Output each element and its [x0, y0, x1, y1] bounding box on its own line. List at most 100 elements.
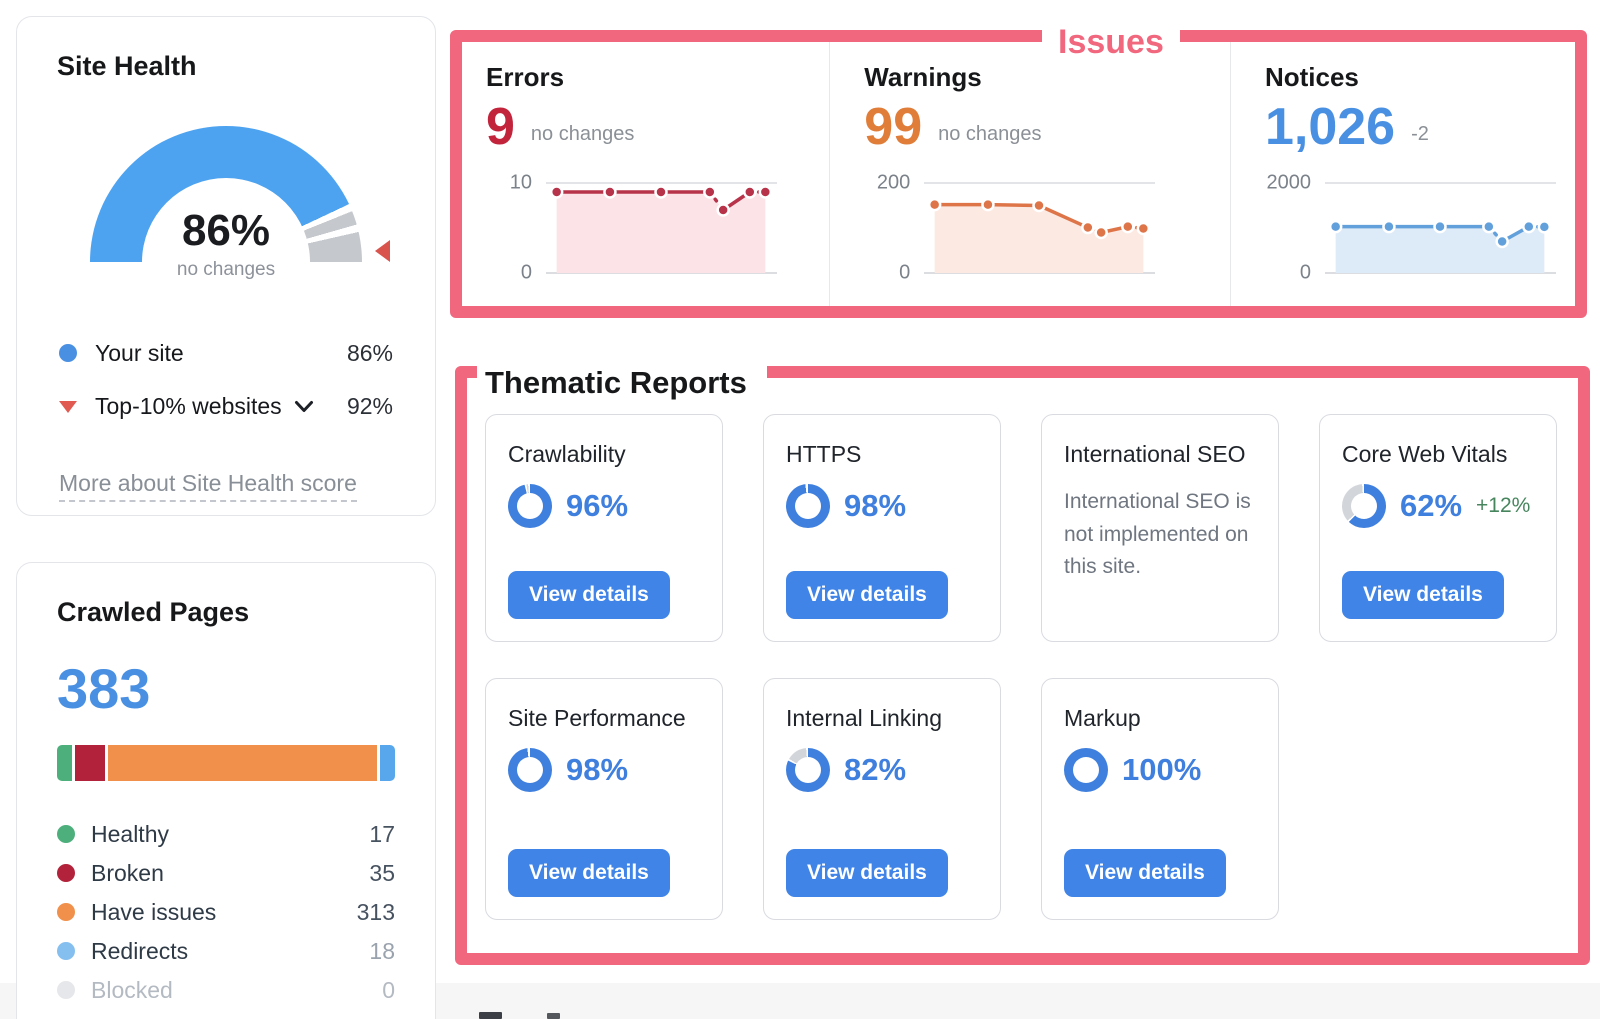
thematic-card-title: International SEO [1064, 441, 1246, 467]
thematic-reports-label: Thematic Reports [477, 364, 767, 402]
trend-chart-block: 200 0 [864, 171, 1230, 284]
legend-dot-icon [57, 942, 75, 960]
site-health-card: Site Health 86% no changes Your site 86% T… [16, 16, 436, 516]
thematic-metric: 82% [786, 748, 978, 793]
thematic-percent: 98% [566, 752, 629, 788]
legend-label: Your site [95, 339, 184, 366]
crawled-pages-legend-row: Blocked 0 [57, 977, 395, 1003]
crawled-pages-legend-row: Have issues 313 [57, 899, 395, 925]
legend-dot-icon [57, 981, 75, 999]
issue-type-title: Errors [486, 62, 565, 92]
thematic-reports-section: Thematic Reports Crawlability 96% View det… [455, 364, 1590, 965]
site-health-score: 86% [181, 206, 271, 255]
site-health-legend: Your site 86% Top-10% websites 92% [59, 338, 393, 421]
bar-segment-have-issues [107, 745, 377, 781]
y-axis-labels: 200 0 [876, 171, 911, 284]
red-triangle-down-icon [59, 391, 85, 422]
thematic-card-title: Markup [1064, 705, 1141, 731]
chevron-down-icon[interactable] [294, 400, 314, 413]
thematic-percent: 100% [1122, 752, 1202, 788]
legend-label: Broken [91, 859, 164, 886]
issues-column-notices: Notices 1,026 -2 2000 0 [1229, 42, 1575, 306]
notices-trend-chart [1324, 182, 1556, 274]
legend-value: 35 [369, 859, 395, 886]
cutoff-next-heading-fragment [547, 1013, 560, 1019]
thematic-card-title: Site Performance [508, 705, 686, 731]
site-health-gauge-chart: 86% no changes [90, 126, 390, 280]
thematic-card-international-seo: International SEO International SEO is no… [1041, 414, 1279, 642]
thematic-metric: 100% [1064, 748, 1256, 793]
view-details-button-https[interactable]: View details [786, 571, 948, 619]
bar-segment-redirects [379, 745, 395, 781]
issue-count: 99 [864, 98, 923, 156]
legend-dot-icon [57, 825, 75, 843]
site-health-legend-row: Top-10% websites 92% [59, 391, 393, 421]
thematic-delta: +12% [1476, 494, 1531, 518]
thematic-percent: 96% [566, 488, 629, 524]
thematic-card-title: HTTPS [786, 441, 862, 467]
markup-donut-chart [1064, 748, 1108, 793]
legend-label: Healthy [91, 820, 169, 847]
site-health-score-note: no changes [176, 259, 276, 280]
y-axis-labels: 2000 0 [1266, 171, 1311, 284]
bar-segment-broken [74, 745, 105, 781]
crawled-pages-legend-row: Redirects 18 [57, 938, 395, 964]
view-details-button-core-web-vitals[interactable]: View details [1342, 571, 1504, 619]
legend-value: 86% [346, 339, 393, 366]
crawled-pages-legend-row: Healthy 17 [57, 821, 395, 847]
issue-count: 9 [486, 98, 515, 156]
legend-value: 18 [369, 937, 395, 964]
site-health-legend-row: Your site 86% [59, 338, 393, 368]
thematic-percent: 82% [844, 752, 907, 788]
thematic-percent: 62% [1400, 488, 1463, 524]
crawled-pages-card: Crawled Pages 383 Healthy 17 Broken 35 Have … [16, 562, 436, 1019]
thematic-metric: 98% [508, 748, 700, 793]
legend-label: Have issues [91, 898, 217, 925]
issue-type-title: Notices [1264, 62, 1359, 92]
trend-chart-block: 2000 0 [1265, 171, 1575, 284]
top10-benchmark-marker-icon [364, 240, 390, 262]
site-health-title: Site Health [57, 51, 197, 81]
view-details-button-crawlability[interactable]: View details [508, 571, 670, 619]
more-about-site-health-link[interactable]: More about Site Health score [59, 470, 357, 502]
thematic-metric: 98% [786, 484, 978, 529]
legend-label: Blocked [91, 976, 173, 1003]
crawled-pages-total: 383 [57, 657, 151, 720]
crawled-pages-legend: Healthy 17 Broken 35 Have issues 313 Redirects… [57, 821, 395, 1003]
warnings-trend-chart [924, 182, 1156, 274]
thematic-card-title: Internal Linking [786, 705, 942, 731]
thematic-percent: 98% [844, 488, 907, 524]
issues-section-label: Issues [1042, 21, 1180, 63]
site-performance-donut-chart [508, 748, 552, 793]
view-details-button-internal-linking[interactable]: View details [786, 849, 948, 897]
core-web-vitals-donut-chart [1342, 484, 1386, 529]
view-details-button-site-performance[interactable]: View details [508, 849, 670, 897]
issue-delta: -2 [1411, 123, 1429, 145]
crawled-pages-stacked-bar [57, 745, 395, 781]
legend-value: 92% [346, 392, 393, 419]
legend-value: 0 [382, 976, 395, 1003]
internal-linking-donut-chart [786, 748, 830, 793]
thematic-card-internal-linking: Internal Linking 82% View details [763, 678, 1001, 920]
blue-dot-icon [59, 344, 85, 362]
thematic-description: International SEO is not implemented on … [1064, 490, 1251, 579]
thematic-card-crawlability: Crawlability 96% View details [485, 414, 723, 642]
view-details-button-markup[interactable]: View details [1064, 849, 1226, 897]
issues-section: Issues Errors 9 no changes 10 0 Warnings 99 no … [450, 21, 1587, 318]
y-axis-labels: 10 0 [509, 171, 532, 284]
thematic-card-site-performance: Site Performance 98% View details [485, 678, 723, 920]
crawled-pages-legend-row: Broken 35 [57, 860, 395, 886]
thematic-card-https: HTTPS 98% View details [763, 414, 1001, 642]
legend-dot-icon [57, 903, 75, 921]
crawled-pages-title: Crawled Pages [57, 597, 250, 627]
thematic-metric: 96% [508, 484, 700, 529]
legend-label: Redirects [91, 937, 189, 964]
legend-value: 17 [369, 820, 395, 847]
trend-chart-block: 10 0 [486, 171, 829, 284]
issues-column-warnings: Warnings 99 no changes 200 0 [829, 42, 1230, 306]
legend-label: Top-10% websites [95, 392, 282, 419]
issue-count: 1,026 [1264, 98, 1396, 156]
thematic-card-markup: Markup 100% View details [1041, 678, 1279, 920]
issue-delta: no changes [938, 123, 1042, 145]
https-donut-chart [786, 484, 830, 529]
